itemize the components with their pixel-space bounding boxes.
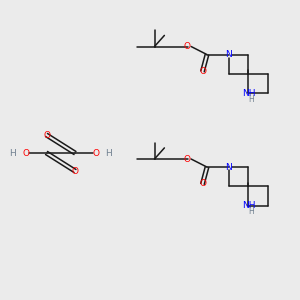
Text: O: O: [92, 148, 100, 158]
Text: O: O: [199, 67, 206, 76]
Text: O: O: [199, 179, 206, 188]
Text: N: N: [225, 163, 232, 172]
Text: O: O: [184, 154, 191, 164]
Text: O: O: [22, 148, 29, 158]
Text: N: N: [225, 50, 232, 59]
Text: H: H: [248, 207, 254, 216]
Text: O: O: [184, 42, 191, 51]
Text: H: H: [9, 148, 16, 158]
Text: O: O: [43, 130, 50, 140]
Text: O: O: [71, 167, 79, 176]
Text: H: H: [248, 94, 254, 103]
Text: H: H: [106, 148, 112, 158]
Text: NH: NH: [242, 88, 255, 98]
Text: NH: NH: [242, 201, 255, 210]
